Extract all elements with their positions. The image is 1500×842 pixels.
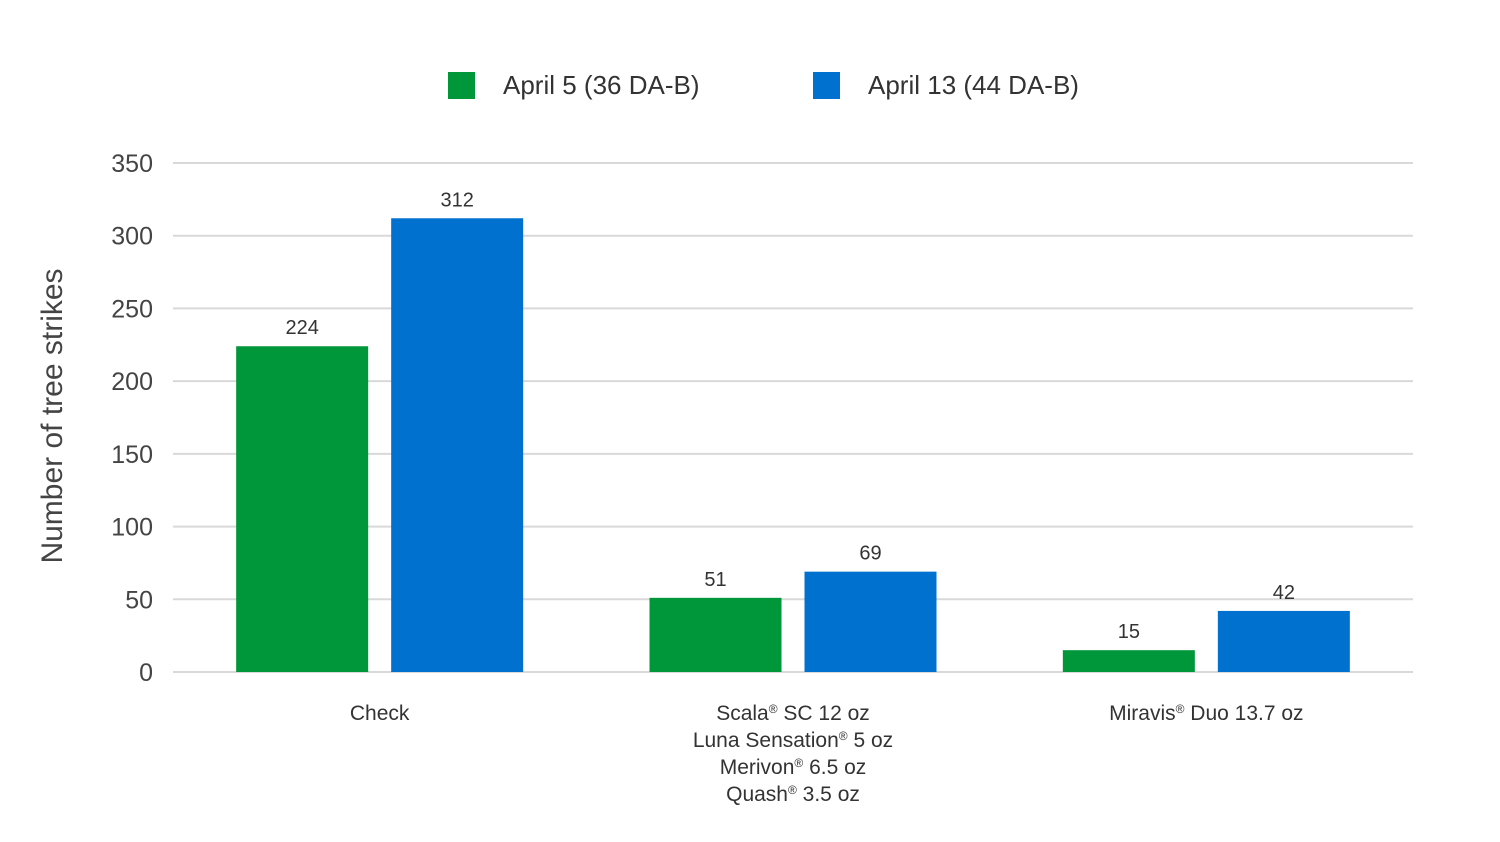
category-label-check: Check (350, 702, 410, 725)
category-label-line: Merivon® 6.5 oz (720, 756, 867, 779)
category-label-line: Luna Sensation® 5 oz (693, 729, 893, 752)
legend-swatch-1 (448, 72, 475, 99)
y-tick-label-250: 250 (111, 295, 153, 323)
y-tick-label-200: 200 (111, 368, 153, 396)
data-label-miravis-duo-series-1: 15 (1118, 621, 1140, 643)
data-label-miravis-duo-series-2: 42 (1273, 582, 1295, 604)
bar-scala-luna-merivon-quash-series-1 (649, 597, 782, 672)
y-tick-label-300: 300 (111, 223, 153, 251)
y-tick-label-50: 50 (125, 586, 153, 614)
bar-check-series-1 (236, 346, 369, 672)
bar-check-series-2 (391, 218, 524, 672)
data-label-scala-luna-merivon-quash-series-2: 69 (859, 543, 881, 565)
category-label-line: Check (350, 702, 410, 725)
bar-miravis-duo-series-1 (1062, 650, 1195, 672)
bars (236, 218, 1350, 672)
bar-miravis-duo-series-2 (1217, 610, 1350, 672)
legend-label-1: April 5 (36 DA-B) (503, 70, 700, 100)
category-label-miravis-duo: Miravis® Duo 13.7 oz (1109, 702, 1303, 725)
data-label-scala-luna-merivon-quash-series-1: 51 (704, 569, 726, 591)
data-label-check-series-2: 312 (440, 189, 473, 211)
y-tick-label-150: 150 (111, 441, 153, 469)
data-label-check-series-1: 224 (285, 317, 318, 339)
data-labels: 224 312 51 69 15 42 (285, 189, 1294, 643)
y-tick-label-350: 350 (111, 150, 153, 178)
category-label-line: Miravis® Duo 13.7 oz (1109, 702, 1303, 725)
legend-label-2: April 13 (44 DA-B) (868, 70, 1079, 100)
y-tick-label-0: 0 (139, 659, 153, 687)
y-axis-ticks: 0 50 100 150 200 250 300 350 (111, 150, 153, 687)
x-axis-categories: Check Scala® SC 12 oz Luna Sensation® 5 oz… (350, 702, 1304, 806)
y-tick-label-100: 100 (111, 514, 153, 542)
gridlines (173, 162, 1413, 673)
category-label-line: Scala® SC 12 oz (716, 702, 870, 725)
legend-swatch-2 (813, 72, 840, 99)
legend: April 5 (36 DA-B) April 13 (44 DA-B) (448, 70, 1079, 100)
y-axis-title: Number of tree strikes (36, 268, 69, 563)
bar-scala-luna-merivon-quash-series-2 (804, 571, 937, 672)
category-label-line: Quash® 3.5 oz (726, 783, 860, 806)
category-label-scala-luna-merivon-quash: Scala® SC 12 oz Luna Sensation® 5 oz Meriv… (693, 702, 893, 806)
